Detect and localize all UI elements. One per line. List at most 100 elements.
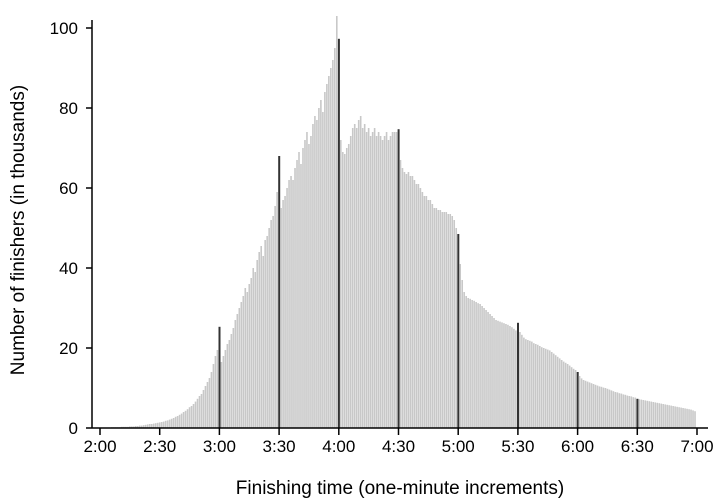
bar — [282, 200, 284, 428]
bar — [562, 361, 565, 428]
x-tick-label: 2:00 — [83, 437, 116, 456]
bar — [419, 188, 422, 428]
bar — [137, 426, 139, 428]
bar — [491, 316, 493, 428]
bar — [365, 132, 368, 428]
bar — [630, 396, 633, 428]
x-tick-label: 4:30 — [382, 437, 415, 456]
bar — [403, 172, 406, 428]
x-tick-label: 4:00 — [322, 437, 355, 456]
x-tick-label: 7:00 — [680, 437, 713, 456]
bar — [618, 393, 621, 428]
bar — [387, 140, 390, 428]
bar — [314, 116, 316, 428]
bar — [548, 350, 551, 428]
bar — [150, 424, 153, 428]
bar — [417, 184, 420, 428]
bar — [525, 339, 527, 428]
bar — [347, 144, 350, 428]
bar — [533, 343, 535, 428]
bar — [192, 404, 195, 428]
bar — [158, 422, 161, 428]
bar — [519, 332, 521, 428]
bar — [686, 408, 688, 428]
bar — [302, 148, 304, 428]
bar — [320, 100, 322, 428]
bar — [244, 288, 247, 428]
bar — [546, 349, 549, 428]
bar — [250, 278, 253, 428]
bar — [332, 60, 334, 428]
bar — [481, 306, 483, 428]
bar — [148, 424, 151, 428]
bar — [676, 406, 678, 428]
bar — [620, 393, 623, 428]
bar — [391, 132, 394, 428]
bar — [373, 128, 376, 428]
bar — [260, 246, 262, 428]
bar — [660, 403, 662, 428]
bar — [429, 200, 432, 428]
bar — [385, 132, 388, 428]
bar — [552, 353, 555, 428]
bar — [357, 120, 360, 428]
bar — [654, 402, 657, 428]
bar — [160, 422, 163, 428]
bar — [688, 409, 690, 428]
bar — [405, 174, 408, 428]
bar — [300, 164, 302, 428]
bar — [240, 302, 243, 428]
bar — [608, 389, 611, 428]
bar — [529, 340, 531, 428]
bar — [538, 346, 541, 428]
bar — [467, 298, 469, 428]
bar — [600, 386, 603, 428]
bar — [550, 352, 553, 428]
bar — [694, 411, 696, 428]
bar — [443, 212, 446, 428]
bar — [501, 322, 503, 428]
bar — [345, 148, 348, 428]
bar — [379, 136, 382, 428]
bar — [180, 413, 183, 428]
bar — [537, 344, 539, 428]
bar — [670, 405, 672, 428]
bar — [142, 425, 145, 428]
bar — [586, 381, 589, 428]
bar — [590, 383, 593, 428]
bar — [202, 390, 205, 428]
bar — [411, 176, 414, 428]
bar — [371, 132, 374, 428]
bar — [560, 360, 563, 428]
bar — [455, 228, 458, 428]
bar — [341, 152, 344, 428]
bar — [423, 196, 426, 428]
bar — [487, 312, 489, 428]
x-tick-label: 5:00 — [442, 437, 475, 456]
bar — [646, 400, 649, 428]
bar — [393, 132, 396, 428]
bar — [503, 323, 505, 428]
bar — [558, 358, 561, 428]
bar — [640, 399, 643, 428]
bar — [656, 402, 658, 428]
bar — [674, 406, 676, 428]
bar — [544, 348, 547, 428]
bar — [441, 212, 444, 428]
bar — [511, 327, 513, 428]
bar — [129, 426, 131, 428]
bar — [507, 324, 509, 428]
bar — [212, 364, 215, 428]
bar — [652, 402, 655, 428]
bar — [324, 92, 326, 428]
bar — [232, 328, 235, 428]
y-tick-label: 80 — [59, 99, 78, 118]
x-tick-label: 5:30 — [501, 437, 534, 456]
bar — [473, 300, 475, 428]
bar — [210, 372, 213, 428]
bar — [664, 404, 666, 428]
bar — [339, 140, 342, 428]
bar — [274, 206, 276, 428]
bar — [256, 260, 259, 428]
bar — [449, 214, 452, 428]
